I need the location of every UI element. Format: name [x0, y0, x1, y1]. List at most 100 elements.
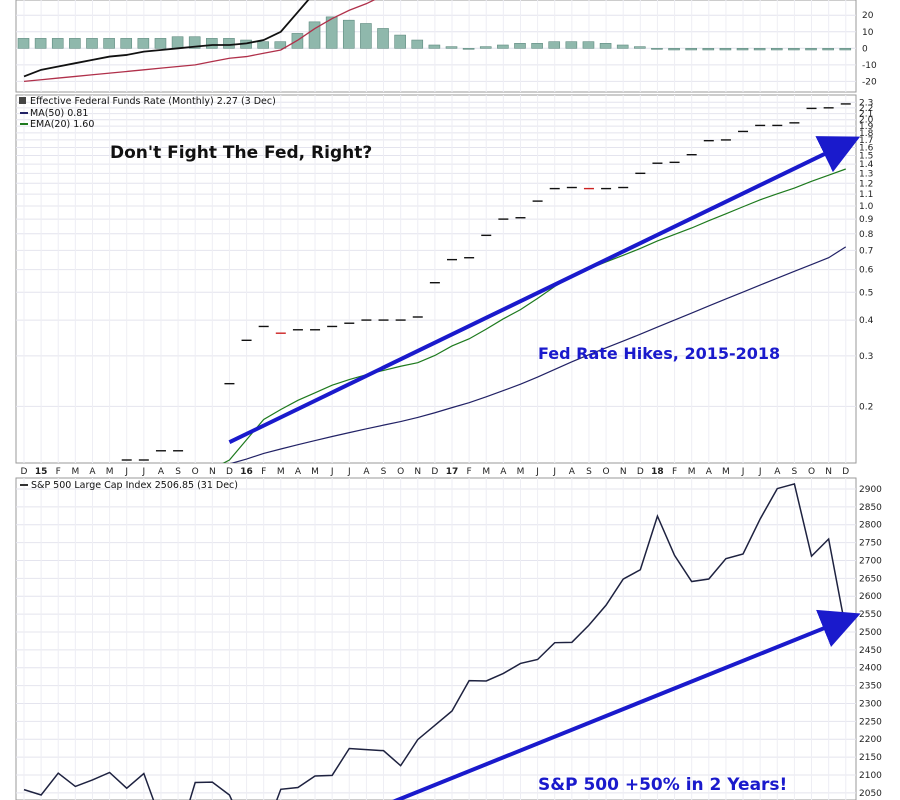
annotation-sp500: S&P 500 +50% in 2 Years!	[538, 775, 787, 795]
top-y-ticks: 20 10 0 -10 -20	[862, 11, 877, 87]
bot-y-tick-label: 2150	[859, 753, 882, 763]
top-y-tick-label: -10	[862, 61, 877, 71]
momentum-bar	[69, 38, 81, 49]
mid-y-tick-label: 0.2	[859, 402, 873, 412]
mid-y-tick-label: 2.2	[859, 104, 873, 114]
mid-y-tick-label: 0.3	[859, 352, 873, 362]
mid-y-tick-label: 1.2	[859, 179, 873, 189]
momentum-bar	[445, 46, 458, 49]
x-tick-label: A	[569, 467, 576, 477]
ma50-line	[230, 246, 847, 463]
x-tick-label: 17	[446, 467, 459, 477]
x-tick-label: M	[277, 467, 285, 477]
x-tick-label: J	[741, 467, 745, 477]
momentum-bar	[171, 36, 184, 49]
momentum-bar	[634, 46, 646, 49]
mid-y-tick-label: 1.6	[859, 143, 874, 153]
ma50-legend: MA(50) 0.81	[30, 108, 88, 119]
sp500-title: S&P 500 Large Cap Index 2506.85 (31 Dec)	[31, 480, 238, 491]
x-tick-label: N	[620, 467, 627, 477]
bot-y-tick-label: 2900	[859, 485, 882, 495]
bot-y-tick-label: 2200	[859, 735, 882, 745]
bot-header: S&P 500 Large Cap Index 2506.85 (31 Dec)	[20, 480, 238, 491]
x-tick-label: D	[226, 467, 233, 477]
x-tick-label: 16	[240, 467, 253, 477]
momentum-bar	[428, 44, 441, 49]
mid-y-tick-label: 1.7	[859, 136, 873, 146]
x-tick-label: D	[637, 467, 644, 477]
momentum-bar	[17, 38, 30, 49]
momentum-bar	[274, 41, 287, 49]
mid-y-tick-label: 0.9	[859, 215, 874, 225]
bot-y-tick-label: 2300	[859, 699, 882, 709]
mid-y-ticks: 2.32.22.12.01.91.81.71.61.51.41.31.21.1 1…	[859, 98, 874, 412]
mid-header: Effective Federal Funds Rate (Monthly) 2…	[19, 96, 276, 130]
momentum-line	[23, 0, 376, 83]
x-tick-label: O	[808, 467, 815, 477]
x-tick-label: M	[517, 467, 525, 477]
momentum-bar	[822, 48, 834, 51]
mid-y-tick-label: 1.1	[859, 190, 873, 200]
momentum-bar	[188, 36, 201, 49]
bot-y-tick-label: 2350	[859, 682, 882, 692]
x-tick-label: F	[672, 467, 677, 477]
mid-y-tick-label: 2.0	[859, 116, 874, 126]
momentum-bar	[308, 21, 321, 49]
sp500-trend-arrow	[392, 609, 861, 800]
x-tick-label: J	[535, 467, 539, 477]
bot-y-ticks: 2900 2850 2800 2750 2700 2650 2600 2550 2500 2450…	[859, 485, 882, 799]
x-tick-label: J	[330, 467, 334, 477]
mid-y-tick-label: 0.6	[859, 266, 874, 276]
mid-y-tick-label: 0.4	[859, 316, 874, 326]
momentum-bar	[137, 38, 150, 49]
fed-funds-panel: 2.32.22.12.01.91.81.71.61.51.41.31.21.1 1…	[15, 94, 874, 464]
momentum-line	[23, 0, 310, 78]
x-tick-label: A	[89, 467, 96, 477]
x-tick-label: F	[56, 467, 61, 477]
bot-y-tick-label: 2750	[859, 539, 882, 549]
top-y-tick-label: 20	[862, 11, 874, 21]
x-tick-label: M	[311, 467, 319, 477]
bot-y-tick-label: 2800	[859, 521, 882, 531]
bot-y-tick-label: 2850	[859, 503, 882, 513]
x-tick-label: M	[71, 467, 79, 477]
x-tick-label: M	[106, 467, 114, 477]
momentum-bar	[685, 48, 697, 51]
x-tick-label: J	[124, 467, 128, 477]
momentum-bar	[548, 41, 561, 49]
x-tick-label: 15	[35, 467, 48, 477]
mid-y-tick-label: 1.5	[859, 152, 873, 162]
top-y-tick-label: -20	[862, 77, 877, 87]
momentum-bar	[34, 38, 47, 49]
momentum-bar	[736, 48, 749, 51]
bot-lines	[23, 483, 847, 800]
annotation-dont-fight: Don't Fight The Fed, Right?	[110, 143, 372, 163]
x-tick-label: O	[603, 467, 610, 477]
x-tick-label: M	[722, 467, 730, 477]
momentum-bar	[103, 38, 115, 49]
x-tick-label: M	[688, 467, 696, 477]
momentum-bar	[360, 23, 372, 49]
sp500-panel: 2900 2850 2800 2750 2700 2650 2600 2550 2500 2450…	[15, 477, 882, 800]
x-tick-label: S	[586, 467, 592, 477]
fed-trend-arrow	[228, 136, 861, 444]
bot-y-tick-label: 2700	[859, 556, 882, 566]
momentum-bar	[514, 43, 526, 49]
momentum-bar	[531, 43, 543, 49]
momentum-bar	[86, 38, 98, 49]
x-tick-label: S	[381, 467, 387, 477]
x-tick-label: D	[842, 467, 849, 477]
momentum-bar	[582, 41, 595, 49]
momentum-panel: 20 10 0 -10 -20	[15, 0, 877, 93]
mid-y-tick-label: 1.3	[859, 169, 873, 179]
sp500-line	[23, 483, 847, 800]
x-tick-label: A	[158, 467, 165, 477]
bot-y-tick-label: 2600	[859, 592, 882, 602]
bot-y-tick-label: 2100	[859, 771, 882, 781]
momentum-bar	[394, 34, 406, 49]
bot-y-tick-label: 2450	[859, 646, 882, 656]
mid-y-tick-label: 0.8	[859, 230, 874, 240]
x-tick-label: J	[758, 467, 762, 477]
momentum-bar	[257, 41, 269, 49]
